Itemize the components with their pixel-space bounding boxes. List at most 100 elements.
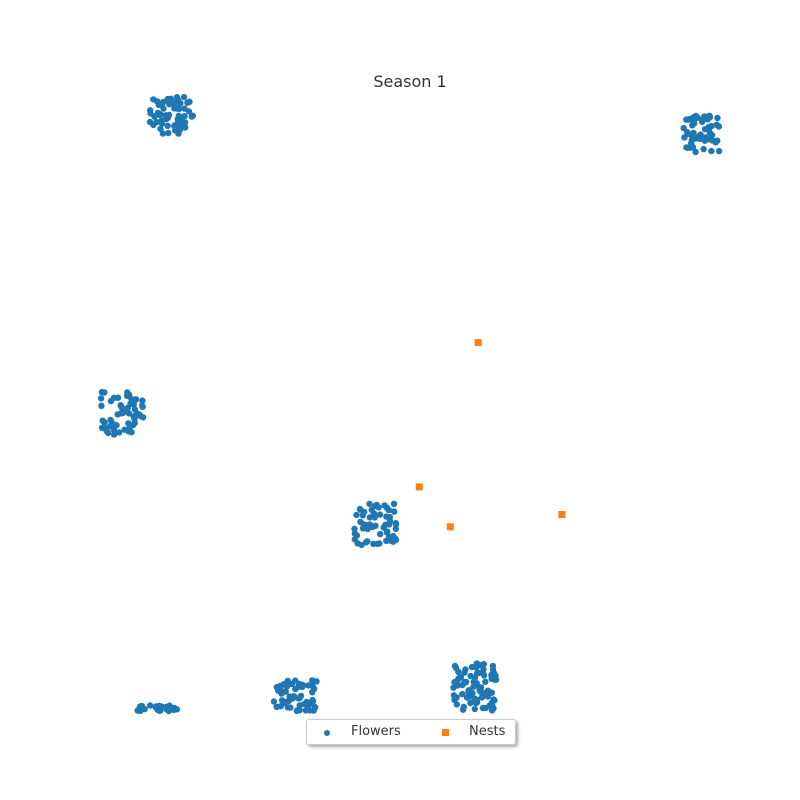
flower-point xyxy=(690,129,697,137)
flower-point xyxy=(167,95,174,102)
flower-point xyxy=(386,518,394,525)
flower-point xyxy=(186,98,193,106)
flower-point xyxy=(478,694,486,701)
flower-point xyxy=(174,105,181,112)
flower-point xyxy=(391,508,398,515)
flower-point xyxy=(459,690,466,698)
flower-point xyxy=(390,500,398,507)
flower-point xyxy=(139,403,146,410)
flower-point xyxy=(296,695,303,702)
flower-point xyxy=(97,395,105,402)
flower-point xyxy=(681,134,688,141)
flower-point xyxy=(381,502,388,509)
flower-point xyxy=(471,705,478,713)
flower-point xyxy=(708,131,716,139)
flower-point xyxy=(376,511,384,518)
flower-point xyxy=(152,703,159,711)
flower-point xyxy=(680,124,687,132)
flower-point xyxy=(98,402,105,409)
flower-point xyxy=(277,687,285,694)
flower-point xyxy=(687,144,694,151)
flower-point xyxy=(290,693,298,700)
flower-point xyxy=(476,661,483,669)
flower-point xyxy=(146,702,154,709)
flower-point xyxy=(282,680,290,687)
flower-point xyxy=(131,416,138,423)
legend-marker-nests xyxy=(442,729,449,736)
flower-point xyxy=(131,406,139,413)
flower-point xyxy=(173,706,181,713)
flower-point xyxy=(292,677,299,684)
flower-point xyxy=(292,685,299,693)
flower-point xyxy=(462,666,469,673)
flower-point xyxy=(116,429,123,436)
flower-point xyxy=(131,398,138,405)
flower-point xyxy=(385,506,393,514)
nest-point xyxy=(558,511,566,518)
flower-point xyxy=(376,540,383,547)
flower-point xyxy=(139,397,146,404)
flower-point xyxy=(699,116,706,123)
legend: Flowers Nests xyxy=(306,719,516,745)
flower-point xyxy=(482,678,489,685)
flower-point xyxy=(370,510,378,517)
flower-point xyxy=(176,125,183,133)
flower-point xyxy=(114,394,122,401)
flower-point xyxy=(484,687,492,694)
flower-point xyxy=(171,122,178,130)
flower-point xyxy=(692,148,699,156)
flower-point xyxy=(688,115,695,123)
flower-point xyxy=(189,112,196,119)
flower-point xyxy=(357,518,364,526)
flower-point xyxy=(137,707,144,714)
flower-point xyxy=(284,704,292,711)
flower-point xyxy=(467,699,474,707)
legend-marker-flowers xyxy=(324,730,330,736)
flower-point xyxy=(383,513,390,520)
flower-point xyxy=(459,706,467,713)
flower-point xyxy=(174,96,182,104)
flower-point xyxy=(159,130,167,137)
flower-point xyxy=(489,666,497,673)
flower-point xyxy=(181,119,189,126)
flower-point xyxy=(451,678,458,686)
flower-point xyxy=(452,664,460,671)
flower-point xyxy=(701,126,709,133)
flower-point xyxy=(294,707,301,714)
flower-point xyxy=(117,402,124,409)
legend-label-nests: Nests xyxy=(469,724,506,739)
flower-point xyxy=(309,696,316,704)
flower-point xyxy=(136,412,144,419)
flower-point xyxy=(383,537,390,545)
flower-point xyxy=(163,706,170,713)
flower-point xyxy=(180,93,188,101)
flower-point xyxy=(301,700,308,708)
flower-point xyxy=(353,511,360,519)
flower-point xyxy=(125,428,132,435)
flower-point xyxy=(470,678,477,686)
flower-point xyxy=(713,121,720,128)
flower-point xyxy=(124,389,131,396)
flower-point xyxy=(351,525,358,533)
flower-point xyxy=(150,96,157,103)
flower-point xyxy=(160,105,167,112)
flower-point xyxy=(357,506,364,513)
flower-point xyxy=(147,107,154,114)
flower-point xyxy=(125,420,132,427)
flower-point xyxy=(475,669,482,676)
flower-point xyxy=(158,120,166,127)
flower-point xyxy=(313,678,320,685)
flower-point xyxy=(110,431,118,438)
flower-point xyxy=(101,389,108,396)
nest-point xyxy=(474,339,482,347)
flower-point xyxy=(714,114,721,122)
flower-point xyxy=(309,682,316,690)
flower-point xyxy=(156,101,163,108)
flower-point xyxy=(130,421,137,429)
flower-point xyxy=(450,692,458,699)
plot-area xyxy=(97,93,723,715)
flower-point xyxy=(695,135,702,142)
flower-point xyxy=(122,407,129,414)
flower-point xyxy=(175,114,183,121)
